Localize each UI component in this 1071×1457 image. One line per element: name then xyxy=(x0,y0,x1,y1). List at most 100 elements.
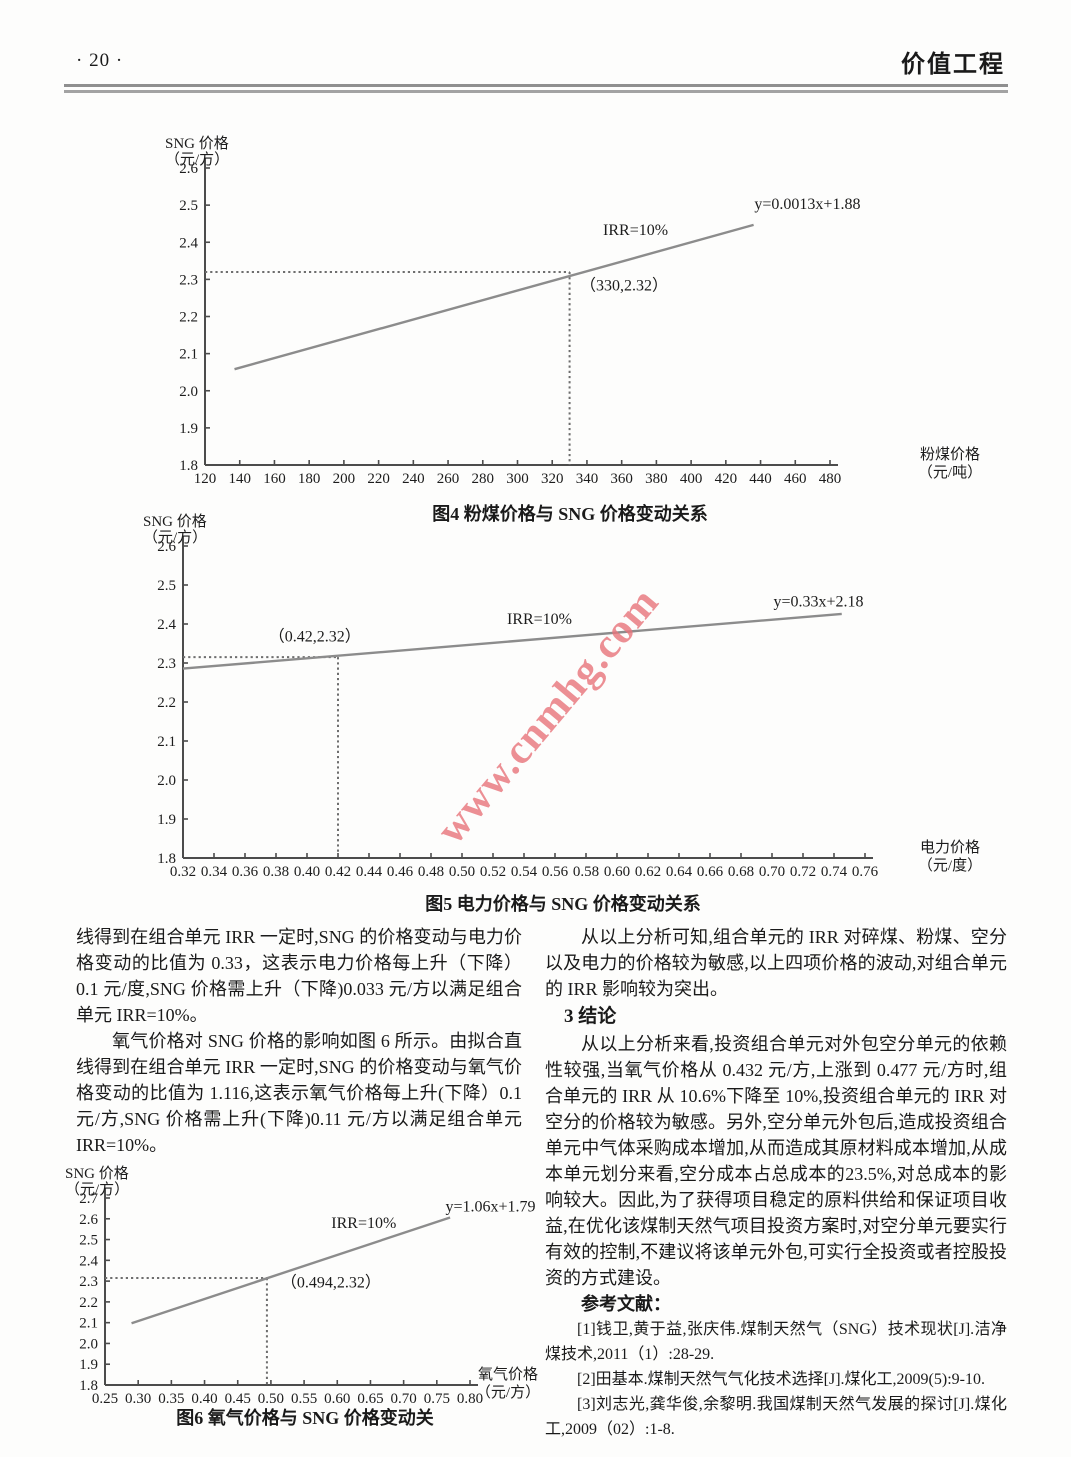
svg-text:0.56: 0.56 xyxy=(542,864,569,880)
svg-text:SNG 价格: SNG 价格 xyxy=(143,513,207,530)
svg-text:电力价格: 电力价格 xyxy=(920,839,980,856)
svg-text:0.60: 0.60 xyxy=(604,864,630,880)
svg-text:0.70: 0.70 xyxy=(759,864,785,880)
svg-text:（元/方）: （元/方） xyxy=(143,529,207,546)
header-rule xyxy=(64,84,1008,93)
paragraph-sensitivity-summary: 从以上分析可知,组合单元的 IRR 对碎煤、粉煤、空分以及电力的价格较为敏感,以… xyxy=(545,927,1007,999)
svg-text:IRR=10%: IRR=10% xyxy=(507,611,572,628)
svg-text:1.8: 1.8 xyxy=(179,458,198,474)
svg-text:0.70: 0.70 xyxy=(391,1391,417,1407)
svg-text:（元/度）: （元/度） xyxy=(918,857,982,874)
svg-text:0.66: 0.66 xyxy=(697,864,724,880)
svg-text:120: 120 xyxy=(194,471,217,487)
svg-text:2.3: 2.3 xyxy=(179,272,198,288)
svg-text:SNG 价格: SNG 价格 xyxy=(65,1165,129,1182)
svg-text:0.76: 0.76 xyxy=(852,864,879,880)
svg-text:0.46: 0.46 xyxy=(387,864,414,880)
reference-item-2: [2]田基本.煤制天然气气化技术选择[J].煤化工,2009(5):9-10. xyxy=(577,1371,985,1388)
svg-text:2.4: 2.4 xyxy=(157,617,176,633)
svg-text:2.5: 2.5 xyxy=(79,1233,98,1249)
svg-text:SNG 价格: SNG 价格 xyxy=(165,135,229,152)
svg-text:0.36: 0.36 xyxy=(232,864,259,880)
svg-text:0.40: 0.40 xyxy=(191,1391,217,1407)
svg-text:IRR=10%: IRR=10% xyxy=(603,222,668,239)
svg-text:2.6: 2.6 xyxy=(179,161,198,177)
svg-text:2.5: 2.5 xyxy=(179,198,198,214)
svg-text:y=1.06x+1.79: y=1.06x+1.79 xyxy=(445,1199,535,1216)
references-heading: 参考文献： xyxy=(581,1294,671,1314)
svg-text:480: 480 xyxy=(819,471,842,487)
svg-text:（330,2.32）: （330,2.32） xyxy=(580,277,668,295)
svg-text:300: 300 xyxy=(506,471,529,487)
svg-text:0.80: 0.80 xyxy=(457,1391,483,1407)
svg-text:0.50: 0.50 xyxy=(258,1391,284,1407)
svg-text:2.1: 2.1 xyxy=(79,1316,98,1332)
svg-text:粉煤价格: 粉煤价格 xyxy=(920,446,980,463)
svg-text:0.60: 0.60 xyxy=(324,1391,350,1407)
svg-text:0.74: 0.74 xyxy=(821,864,848,880)
svg-text:260: 260 xyxy=(437,471,460,487)
svg-text:y=0.0013x+1.88: y=0.0013x+1.88 xyxy=(754,196,860,213)
svg-text:2.0: 2.0 xyxy=(157,773,176,789)
svg-text:0.40: 0.40 xyxy=(294,864,320,880)
paragraph-electricity-ratio: 线得到在组合单元 IRR 一定时,SNG 的价格变动与电力价格变动的比值为 0.… xyxy=(76,927,522,1025)
left-column: 线得到在组合单元 IRR 一定时,SNG 的价格变动与电力价格变动的比值为 0.… xyxy=(76,924,522,1158)
svg-text:400: 400 xyxy=(680,471,703,487)
svg-text:2.1: 2.1 xyxy=(157,734,176,750)
svg-text:0.75: 0.75 xyxy=(424,1391,450,1407)
svg-text:1.8: 1.8 xyxy=(157,851,176,867)
paragraph-conclusion: 从以上分析来看,投资组合单元对外包空分单元的依赖性较强,当氧气价格从 0.432… xyxy=(545,1034,1007,1288)
svg-text:0.72: 0.72 xyxy=(790,864,816,880)
svg-text:2.7: 2.7 xyxy=(79,1191,98,1207)
svg-text:0.62: 0.62 xyxy=(635,864,661,880)
figure-5-caption: 图5 电力价格与 SNG 价格变动关系 xyxy=(425,894,701,914)
svg-text:0.68: 0.68 xyxy=(728,864,754,880)
svg-text:（元/方）: （元/方） xyxy=(476,1384,540,1401)
svg-text:（元/吨）: （元/吨） xyxy=(918,464,982,481)
svg-text:0.42: 0.42 xyxy=(325,864,351,880)
figure-4-plot: 120 140 160 180 200 220 240 260 280 300 320 340 360 3… xyxy=(165,135,982,487)
right-column: 从以上分析可知,组合单元的 IRR 对碎煤、粉煤、空分以及电力的价格较为敏感,以… xyxy=(545,924,1007,1442)
svg-text:140: 140 xyxy=(228,471,251,487)
svg-text:340: 340 xyxy=(576,471,599,487)
svg-text:2.0: 2.0 xyxy=(179,384,198,400)
svg-text:200: 200 xyxy=(333,471,356,487)
svg-text:0.64: 0.64 xyxy=(666,864,693,880)
svg-text:2.5: 2.5 xyxy=(157,578,176,594)
svg-text:（0.42,2.32）: （0.42,2.32） xyxy=(269,628,361,646)
svg-text:0.55: 0.55 xyxy=(291,1391,317,1407)
svg-text:2.6: 2.6 xyxy=(157,539,176,555)
figure-4: 120 140 160 180 200 220 240 260 280 300 320 340 360 3… xyxy=(130,125,1070,526)
figure-6-plot: 0.25 0.30 0.35 0.40 0.45 0.50 0.55 0.60 0.65 0.70… xyxy=(65,1165,540,1407)
svg-text:y=0.33x+2.18: y=0.33x+2.18 xyxy=(773,593,863,610)
svg-text:2.4: 2.4 xyxy=(179,235,198,251)
journal-title: 价值工程 xyxy=(901,51,1005,78)
svg-text:320: 320 xyxy=(541,471,564,487)
page-number: · 20 · xyxy=(76,50,124,71)
svg-text:2.3: 2.3 xyxy=(79,1274,98,1290)
svg-text:0.44: 0.44 xyxy=(356,864,383,880)
svg-text:0.45: 0.45 xyxy=(225,1391,251,1407)
svg-text:2.4: 2.4 xyxy=(79,1253,98,1269)
svg-text:0.32: 0.32 xyxy=(170,864,196,880)
svg-text:2.2: 2.2 xyxy=(179,310,198,326)
svg-text:（元/方）: （元/方） xyxy=(165,151,229,168)
svg-text:（元/方）: （元/方） xyxy=(65,1181,129,1198)
svg-text:1.9: 1.9 xyxy=(157,812,176,828)
svg-text:0.35: 0.35 xyxy=(158,1391,184,1407)
svg-text:0.58: 0.58 xyxy=(573,864,599,880)
svg-text:380: 380 xyxy=(645,471,668,487)
svg-text:0.25: 0.25 xyxy=(92,1391,118,1407)
svg-text:2.3: 2.3 xyxy=(157,656,176,672)
svg-text:360: 360 xyxy=(610,471,633,487)
figure-4-caption: 图4 粉煤价格与 SNG 价格变动关系 xyxy=(432,504,708,524)
svg-text:2.2: 2.2 xyxy=(79,1295,98,1311)
svg-text:160: 160 xyxy=(263,471,286,487)
svg-text:2.6: 2.6 xyxy=(79,1212,98,1228)
svg-text:0.50: 0.50 xyxy=(449,864,475,880)
svg-text:氧气价格: 氧气价格 xyxy=(478,1366,538,1383)
svg-text:0.38: 0.38 xyxy=(263,864,289,880)
svg-text:（0.494,2.32）: （0.494,2.32） xyxy=(281,1273,381,1291)
svg-text:180: 180 xyxy=(298,471,321,487)
figure-5: 0.32 0.34 0.36 0.38 0.40 0.42 0.44 0.46 0.48 0.50… xyxy=(108,513,1058,916)
